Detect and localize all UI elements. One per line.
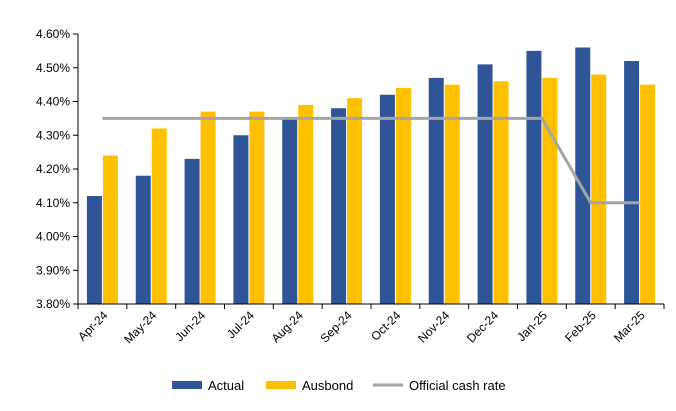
legend: Actual Ausbond Official cash rate: [172, 378, 506, 393]
bar-ausbond: [249, 111, 265, 304]
y-tick-label: 4.60%: [36, 27, 70, 41]
bar-actual: [526, 50, 542, 304]
y-tick-label: 3.90%: [36, 263, 70, 277]
bar-actual: [331, 108, 347, 304]
legend-label-ausbond: Ausbond: [302, 378, 353, 393]
legend-swatch-ausbond: [266, 381, 296, 389]
bar-ausbond: [395, 88, 411, 304]
x-tick-label: Jun-24: [172, 308, 208, 344]
bar-actual: [477, 64, 493, 304]
bar-ausbond: [493, 81, 509, 304]
x-tick-label: Apr-24: [75, 308, 111, 344]
y-tick-label: 4.30%: [36, 128, 70, 142]
bar-actual: [184, 158, 200, 304]
bar-actual: [624, 61, 640, 304]
bar-ausbond: [347, 98, 363, 304]
y-axis: 4.60% 4.50% 4.40% 4.30% 4.20% 4.10% 4.00% 3.90%…: [36, 27, 79, 311]
x-tick-label: Oct-24: [368, 308, 404, 344]
legend-label-actual: Actual: [208, 378, 244, 393]
y-tick-label: 4.10%: [36, 196, 70, 210]
y-tick-label: 4.00%: [36, 230, 70, 244]
bar-actual: [379, 94, 395, 304]
y-tick-label: 4.20%: [36, 162, 70, 176]
y-tick-label: 3.80%: [36, 297, 70, 311]
x-tick-label: Jul-24: [224, 308, 257, 341]
bar-ausbond: [102, 155, 118, 304]
x-axis: Apr-24 May-24 Jun-24 Jul-24 Aug-24 Sep-24 Oct-…: [75, 303, 665, 346]
x-tick-label: Feb-25: [562, 308, 599, 345]
y-tick-label: 4.50%: [36, 61, 70, 75]
cash-rate-line-series: [102, 116, 640, 205]
x-tick-label: Aug-24: [269, 308, 306, 345]
x-tick-label: Mar-25: [611, 308, 648, 345]
x-tick-label: May-24: [121, 308, 159, 346]
bar-ausbond: [591, 74, 607, 304]
y-tick-label: 4.40%: [36, 95, 70, 109]
bar-ausbond: [200, 111, 216, 304]
x-tick-label: Nov-24: [415, 308, 452, 345]
bar-actual: [233, 135, 249, 304]
line-official-cash-rate: [102, 116, 640, 205]
bar-ausbond: [640, 84, 656, 304]
x-tick-label: Dec-24: [464, 308, 501, 345]
bar-series: [86, 47, 656, 304]
legend-swatch-actual: [172, 381, 202, 389]
bar-actual: [575, 47, 591, 304]
bar-ausbond: [542, 77, 558, 304]
x-tick-label: Sep-24: [317, 308, 354, 345]
bar-actual: [428, 77, 444, 304]
bar-actual: [282, 118, 298, 304]
bar-actual: [135, 175, 151, 304]
bar-ausbond: [298, 104, 314, 304]
legend-label-official-cash-rate: Official cash rate: [409, 378, 506, 393]
bar-ausbond: [444, 84, 460, 304]
bar-ausbond: [151, 128, 167, 304]
x-tick-label: Jan-25: [514, 308, 550, 344]
bar-actual: [86, 196, 102, 304]
